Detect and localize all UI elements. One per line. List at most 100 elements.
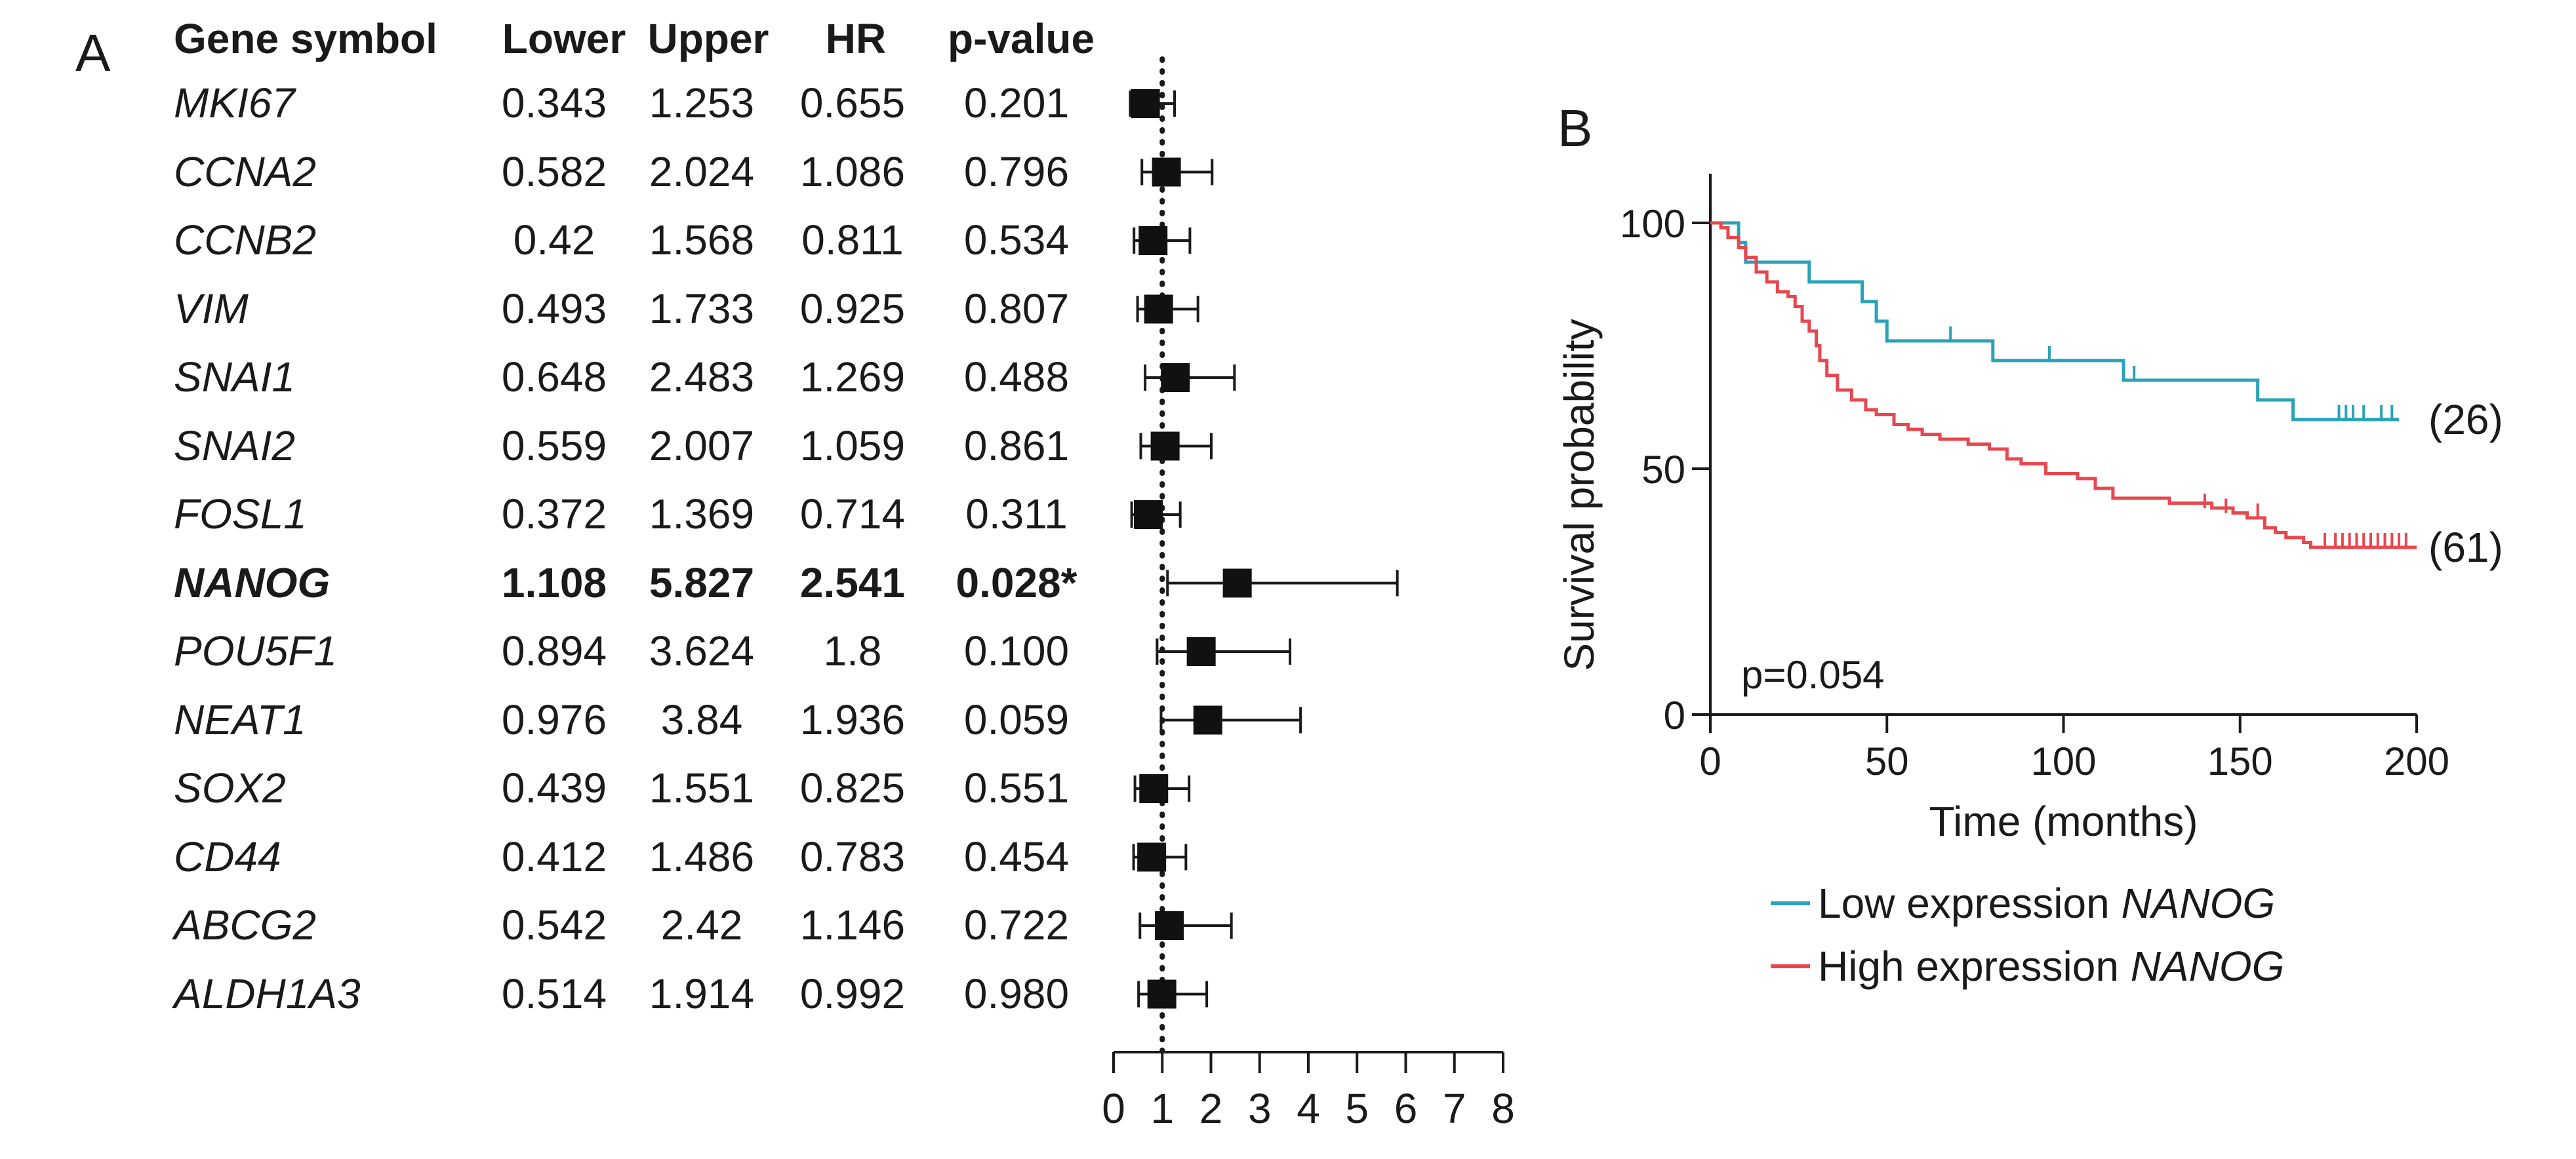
hr-marker xyxy=(1193,705,1222,735)
gene-symbol: ABCG2 xyxy=(174,901,316,949)
gene-symbol: CD44 xyxy=(174,833,281,880)
legend-entry: High expression NANOG xyxy=(1818,943,2284,990)
hr-marker xyxy=(1186,637,1216,666)
cell-hr: 0.925 xyxy=(799,285,906,332)
x-axis-label: Time (months) xyxy=(1929,798,2198,845)
cell-p: 0.100 xyxy=(963,627,1070,675)
x-tick-label: 0 xyxy=(1699,739,1721,783)
column-header: Lower xyxy=(502,15,626,62)
cell-p: 0.454 xyxy=(963,833,1070,880)
cell-p: 0.722 xyxy=(963,901,1070,949)
x-tick-label: 6 xyxy=(1394,1085,1418,1132)
gene-symbol: SNAI1 xyxy=(174,353,295,401)
cell-hr: 0.655 xyxy=(799,79,906,127)
cell-lower: 0.542 xyxy=(501,901,607,949)
gene-symbol: MKI67 xyxy=(174,79,295,127)
cell-hr: 0.783 xyxy=(799,833,906,880)
cell-lower: 0.439 xyxy=(501,764,607,812)
cell-upper: 1.568 xyxy=(649,216,755,264)
cell-p: 0.201 xyxy=(963,79,1070,127)
x-tick-label: 8 xyxy=(1491,1085,1515,1132)
legend-entry: Low expression NANOG xyxy=(1818,880,2275,927)
cell-p: 0.551 xyxy=(963,764,1070,812)
hr-marker xyxy=(1144,294,1173,324)
group-count-label: (61) xyxy=(2428,524,2503,571)
cell-hr: 1.086 xyxy=(799,147,906,195)
gene-symbol: NEAT1 xyxy=(174,696,306,743)
hr-marker xyxy=(1138,226,1168,255)
cell-hr: 0.992 xyxy=(799,970,906,1017)
survival-curve-high xyxy=(1710,221,2417,549)
cell-lower: 0.493 xyxy=(501,285,607,332)
x-tick-label: 100 xyxy=(2030,739,2096,783)
cell-hr: 2.541 xyxy=(799,559,906,606)
cell-upper: 5.827 xyxy=(649,559,755,606)
gene-symbol: SNAI2 xyxy=(174,422,295,469)
gene-symbol: SOX2 xyxy=(174,764,286,812)
cell-lower: 0.582 xyxy=(501,147,607,195)
cell-p: 0.807 xyxy=(963,285,1070,332)
cell-p: 0.311 xyxy=(965,490,1068,538)
cell-p: 0.028* xyxy=(956,559,1077,606)
gene-symbol: CCNA2 xyxy=(174,147,316,195)
cell-lower: 0.372 xyxy=(501,490,607,538)
cell-lower: 0.648 xyxy=(501,353,607,401)
cell-lower: 0.976 xyxy=(501,696,607,743)
cell-lower: 0.894 xyxy=(501,627,607,675)
cell-hr: 1.059 xyxy=(799,422,906,469)
cell-upper: 1.733 xyxy=(649,285,755,332)
hr-marker xyxy=(1222,568,1252,598)
hr-marker xyxy=(1150,431,1180,461)
cell-p: 0.796 xyxy=(963,147,1070,195)
gene-symbol: NANOG xyxy=(174,559,331,606)
group-count-label: (26) xyxy=(2428,396,2503,443)
gene-symbol: ALDH1A3 xyxy=(174,970,361,1017)
cell-lower: 0.412 xyxy=(501,833,607,880)
cell-p: 0.980 xyxy=(963,970,1070,1017)
x-tick-label: 5 xyxy=(1345,1085,1369,1132)
x-tick-label: 200 xyxy=(2384,739,2449,783)
cell-upper: 1.253 xyxy=(649,79,755,127)
cell-hr: 1.8 xyxy=(823,627,882,675)
cell-hr: 1.269 xyxy=(799,353,906,401)
cell-lower: 1.108 xyxy=(501,559,607,606)
cell-hr: 0.714 xyxy=(799,490,906,538)
hr-marker xyxy=(1147,979,1177,1009)
hr-marker xyxy=(1161,363,1190,392)
gene-symbol: POU5F1 xyxy=(174,627,337,675)
y-axis-label: Survival probability xyxy=(1556,319,1603,671)
cell-p: 0.534 xyxy=(963,216,1070,264)
column-header: HR xyxy=(825,15,887,62)
cell-upper: 2.42 xyxy=(660,901,743,949)
cell-lower: 0.559 xyxy=(501,422,607,469)
y-tick-label: 50 xyxy=(1641,448,1685,492)
x-tick-label: 7 xyxy=(1443,1085,1466,1132)
cell-lower: 0.42 xyxy=(513,216,595,264)
cell-lower: 0.514 xyxy=(501,970,607,1017)
column-header: Upper xyxy=(647,15,769,62)
p-value-annotation: p=0.054 xyxy=(1741,653,1885,697)
cell-hr: 1.936 xyxy=(799,696,906,743)
cell-upper: 3.84 xyxy=(660,696,743,743)
hr-marker xyxy=(1152,157,1181,187)
hr-marker xyxy=(1131,89,1160,118)
cell-upper: 2.007 xyxy=(649,422,755,469)
cell-upper: 3.624 xyxy=(649,627,755,675)
x-tick-label: 2 xyxy=(1199,1085,1223,1132)
cell-upper: 1.551 xyxy=(649,764,755,812)
hr-marker xyxy=(1134,500,1163,529)
x-tick-label: 4 xyxy=(1297,1085,1320,1132)
column-header: p-value xyxy=(947,15,1095,62)
y-tick-label: 0 xyxy=(1664,694,1685,737)
cell-p: 0.861 xyxy=(963,422,1070,469)
hr-marker xyxy=(1139,774,1169,803)
hr-marker xyxy=(1137,842,1167,872)
cell-upper: 2.483 xyxy=(649,353,755,401)
gene-symbol: FOSL1 xyxy=(174,490,307,538)
x-tick-label: 0 xyxy=(1102,1085,1125,1132)
cell-hr: 0.811 xyxy=(801,216,904,264)
column-header: Gene symbol xyxy=(174,15,437,62)
